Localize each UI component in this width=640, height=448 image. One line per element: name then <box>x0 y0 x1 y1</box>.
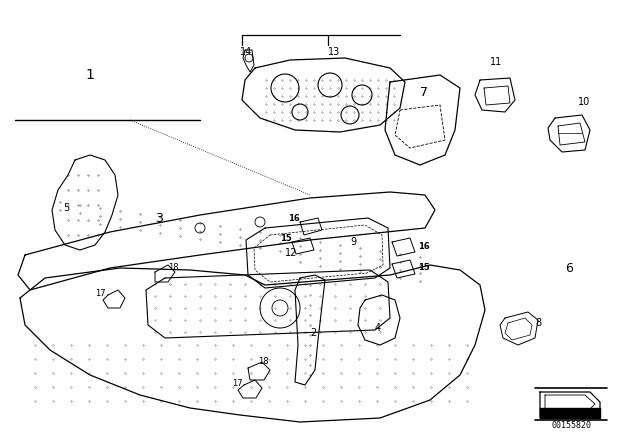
Text: 2: 2 <box>310 328 316 338</box>
Text: 16: 16 <box>288 214 300 223</box>
Text: 17: 17 <box>95 289 106 297</box>
Text: 8: 8 <box>535 318 541 328</box>
Text: 15: 15 <box>280 233 292 242</box>
Text: 1: 1 <box>85 68 94 82</box>
Text: 15: 15 <box>418 263 429 272</box>
Text: 11: 11 <box>490 57 502 67</box>
Text: 00155820: 00155820 <box>552 421 592 430</box>
Text: 4: 4 <box>375 323 381 333</box>
Text: 6: 6 <box>565 262 573 275</box>
Text: 16: 16 <box>418 241 429 250</box>
Text: 18: 18 <box>258 358 269 366</box>
Text: 14: 14 <box>240 47 252 57</box>
Text: 13: 13 <box>328 47 340 57</box>
Text: 12: 12 <box>285 248 298 258</box>
Text: 18: 18 <box>168 263 179 272</box>
Text: 17: 17 <box>232 379 243 388</box>
Text: 3: 3 <box>155 211 163 224</box>
Text: 10: 10 <box>578 97 590 107</box>
Text: 9: 9 <box>350 237 356 247</box>
Text: 5: 5 <box>63 203 69 213</box>
Text: 7: 7 <box>420 86 428 99</box>
Bar <box>540 408 600 418</box>
